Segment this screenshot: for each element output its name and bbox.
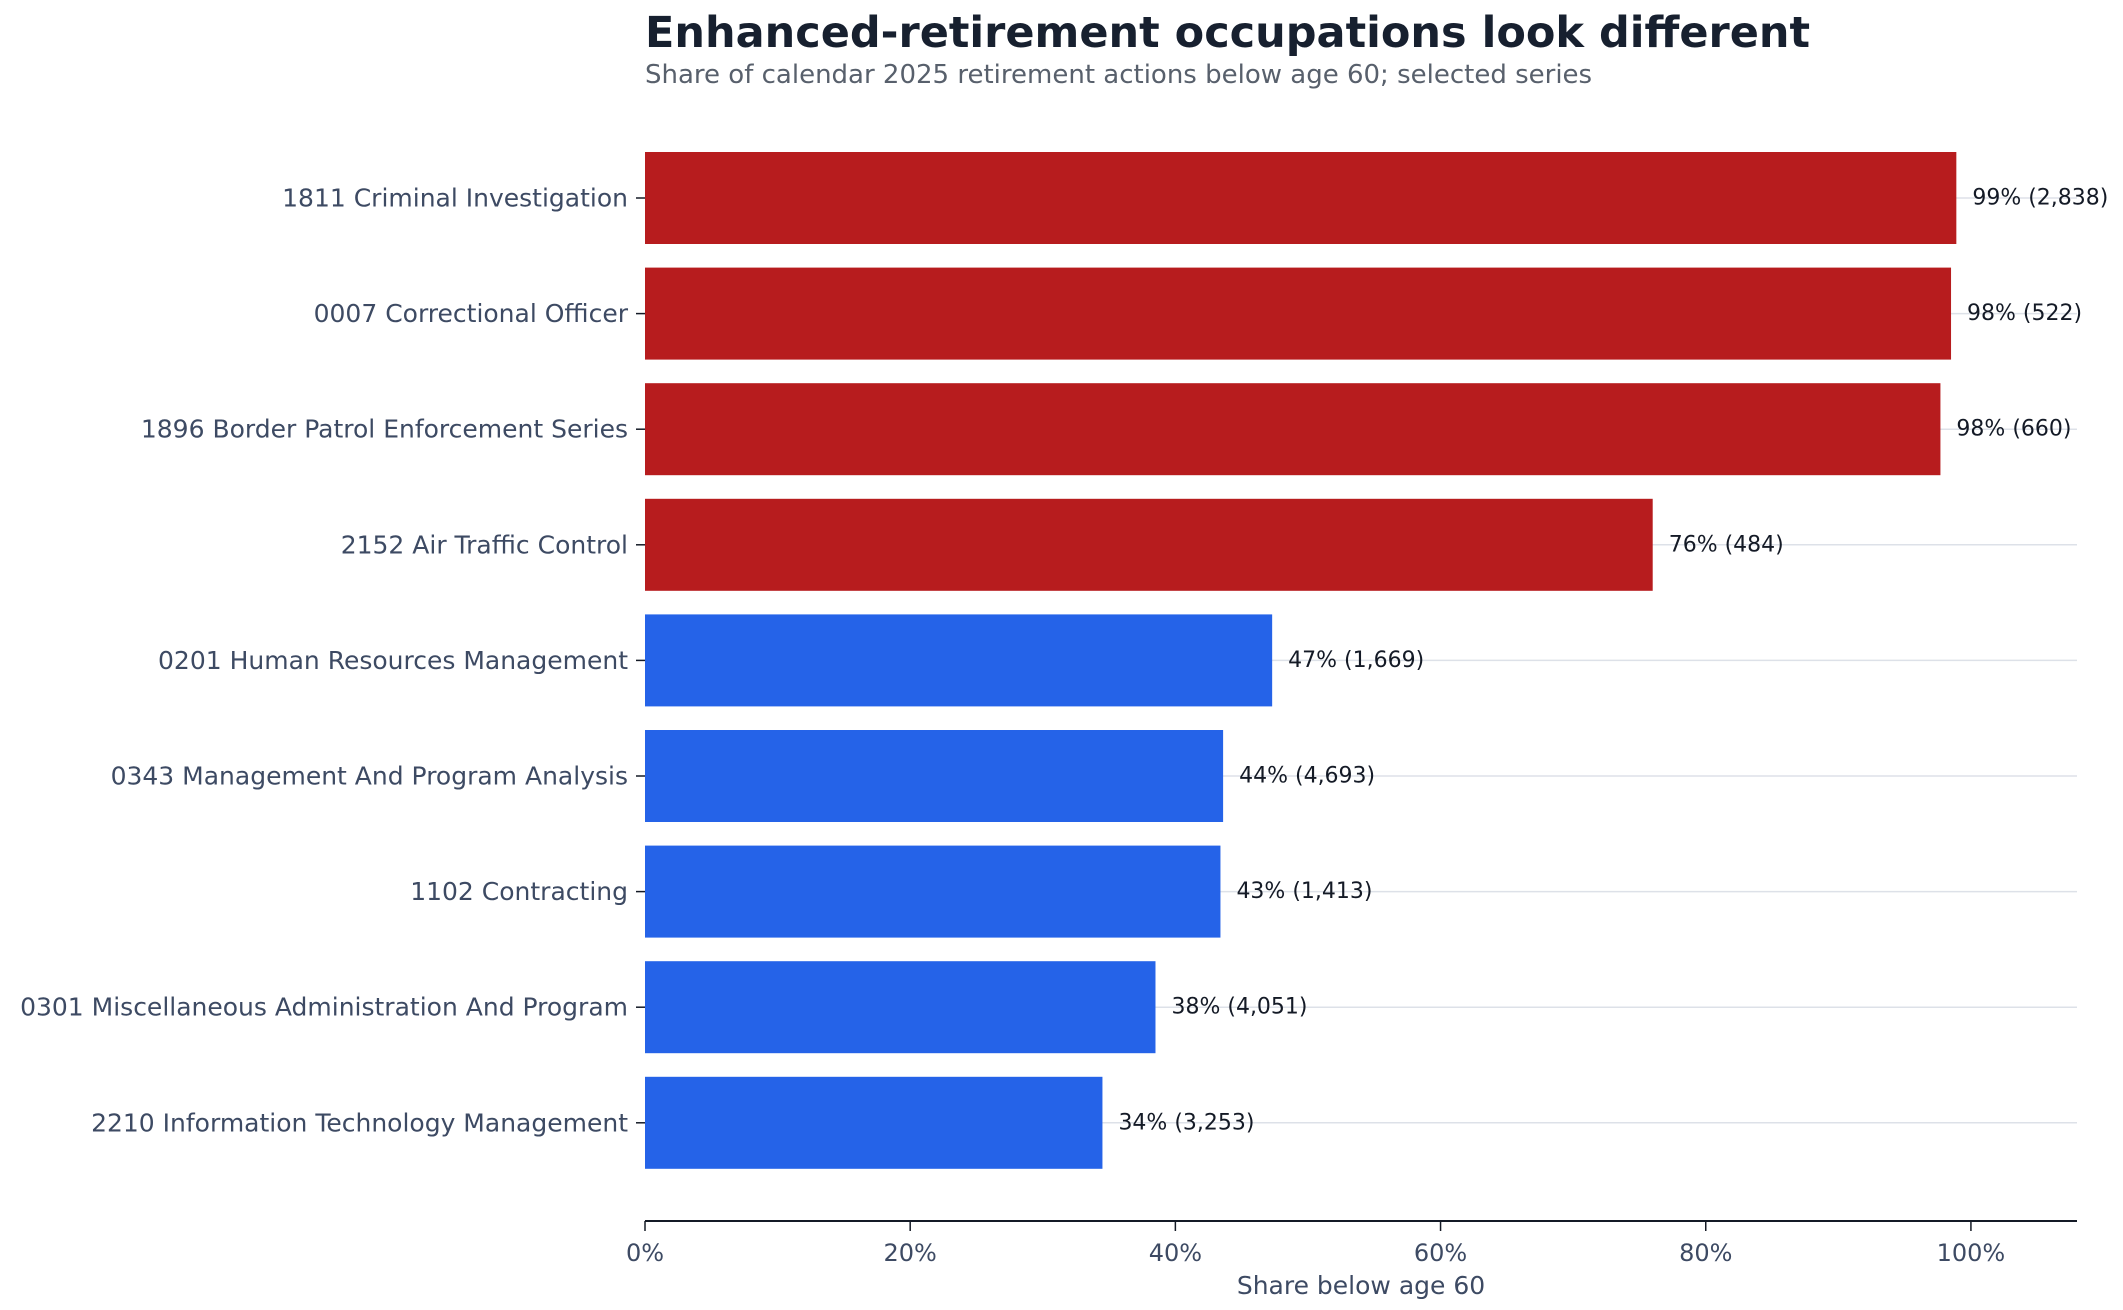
category-label: 0007 Correctional Officer xyxy=(314,299,629,328)
x-tick-label: 60% xyxy=(1414,1239,1467,1267)
value-label: 98% (522) xyxy=(1967,301,2082,326)
bar xyxy=(645,730,1224,822)
value-label: 38% (4,051) xyxy=(1171,995,1307,1020)
bar xyxy=(645,498,1653,591)
value-label: 34% (3,253) xyxy=(1118,1110,1254,1135)
x-axis: 0% 20% 40% 60% 80% 100% Share below age 60 xyxy=(626,197,2077,1300)
category-label: 1811 Criminal Investigation xyxy=(282,184,628,213)
category-label: 2210 Information Technology Management xyxy=(91,1108,628,1137)
value-label: 99% (2,838) xyxy=(1972,186,2108,211)
value-label: 47% (1,669) xyxy=(1288,648,1424,673)
x-tick-label: 0% xyxy=(626,1239,664,1267)
value-labels: 99% (2,838) 98% (522) 98% (660) 76% (484) 47… xyxy=(1118,186,2108,1136)
bar xyxy=(645,1076,1103,1169)
bar xyxy=(645,845,1221,938)
x-tick-label: 40% xyxy=(1149,1239,1202,1267)
value-label: 43% (1,413) xyxy=(1236,879,1372,904)
chart-subtitle: Share of calendar 2025 retirement action… xyxy=(645,60,1593,90)
value-label: 98% (660) xyxy=(1956,417,2071,442)
category-label: 0343 Management And Program Analysis xyxy=(111,762,628,791)
bar xyxy=(645,383,1941,476)
category-label: 0301 Miscellaneous Administration And Pr… xyxy=(20,993,628,1022)
value-label: 76% (484) xyxy=(1669,532,1784,557)
x-tick-label: 20% xyxy=(884,1239,937,1267)
category-label: 0201 Human Resources Management xyxy=(158,646,628,675)
category-label: 1102 Contracting xyxy=(410,877,628,906)
bar xyxy=(645,267,1952,360)
bar xyxy=(645,614,1273,707)
category-label: 1896 Border Patrol Enforcement Series xyxy=(141,415,628,444)
value-label: 44% (4,693) xyxy=(1239,764,1375,789)
bars xyxy=(645,152,1957,1169)
category-label: 2152 Air Traffic Control xyxy=(341,530,628,559)
bar xyxy=(645,961,1156,1054)
x-tick-label: 100% xyxy=(1937,1239,2006,1267)
x-tick-label: 80% xyxy=(1679,1239,1732,1267)
category-labels: 1811 Criminal Investigation 0007 Correcti… xyxy=(20,184,629,1138)
bar xyxy=(645,152,1957,244)
x-axis-title: Share below age 60 xyxy=(1237,1271,1485,1300)
chart-title: Enhanced-retirement occupations look dif… xyxy=(645,8,1811,58)
